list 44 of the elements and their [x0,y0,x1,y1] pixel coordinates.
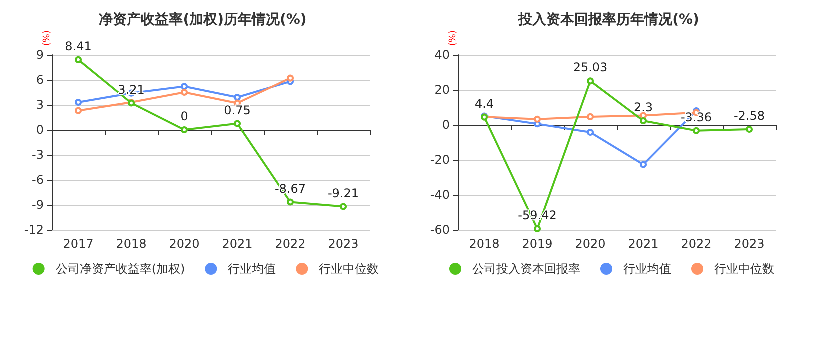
y-tick-label: -9 [32,198,44,212]
y-tick-label: 0 [36,123,44,137]
legend-label: 行业均值 [228,262,276,276]
legend-label: 行业中位数 [714,262,774,276]
y-tick-label: -40 [430,188,450,202]
data-label: 8.41 [65,39,92,54]
x-tick-label: 2022 [275,237,306,251]
x-tick-label: 2023 [734,237,765,251]
y-axis-title: (%) [448,30,458,46]
data-label: 0 [180,110,188,124]
data-label: -2.58 [734,109,766,124]
x-tick-label: 2018 [469,237,500,251]
legend-label: 行业中位数 [319,262,380,276]
x-tick-label: 2021 [222,237,253,251]
y-tick-label: 9 [36,48,44,62]
y-tick-label: 40 [434,48,450,62]
y-tick-label: -3 [32,148,44,162]
data-label: 2.3 [634,100,654,114]
y-tick-label: -20 [430,153,450,167]
data-label: 4.4 [474,96,494,111]
y-tick-label: -6 [32,173,44,187]
y-tick-label: -60 [430,223,450,237]
y-tick-label: 0 [442,118,450,132]
chart-title: 净资产收益率(加权)历年情况(%) [99,11,307,28]
legend-label: 公司净资产收益率(加权) [56,262,186,276]
legend-label: 公司投入资本回报率 [472,262,580,276]
y-tick-label: 6 [36,73,44,87]
x-tick-label: 2017 [63,237,94,251]
y-tick-label: -12 [24,223,44,237]
data-label: 25.03 [573,60,608,75]
legend-label: 行业均值 [624,262,672,276]
y-tick-label: 20 [434,83,450,97]
y-axis-title: (%) [42,30,52,46]
data-label: -9.21 [328,186,360,200]
y-tick-label: 3 [36,98,44,112]
x-tick-label: 2020 [575,237,606,251]
x-tick-label: 2018 [116,237,147,251]
x-tick-label: 2021 [628,237,659,251]
data-label: 0.75 [224,103,251,118]
x-tick-label: 2023 [328,237,359,251]
x-tick-label: 2022 [681,237,712,251]
x-tick-label: 2019 [522,237,553,251]
x-tick-label: 2020 [169,237,200,251]
chart-title: 投入资本回报率历年情况(%) [518,11,700,28]
